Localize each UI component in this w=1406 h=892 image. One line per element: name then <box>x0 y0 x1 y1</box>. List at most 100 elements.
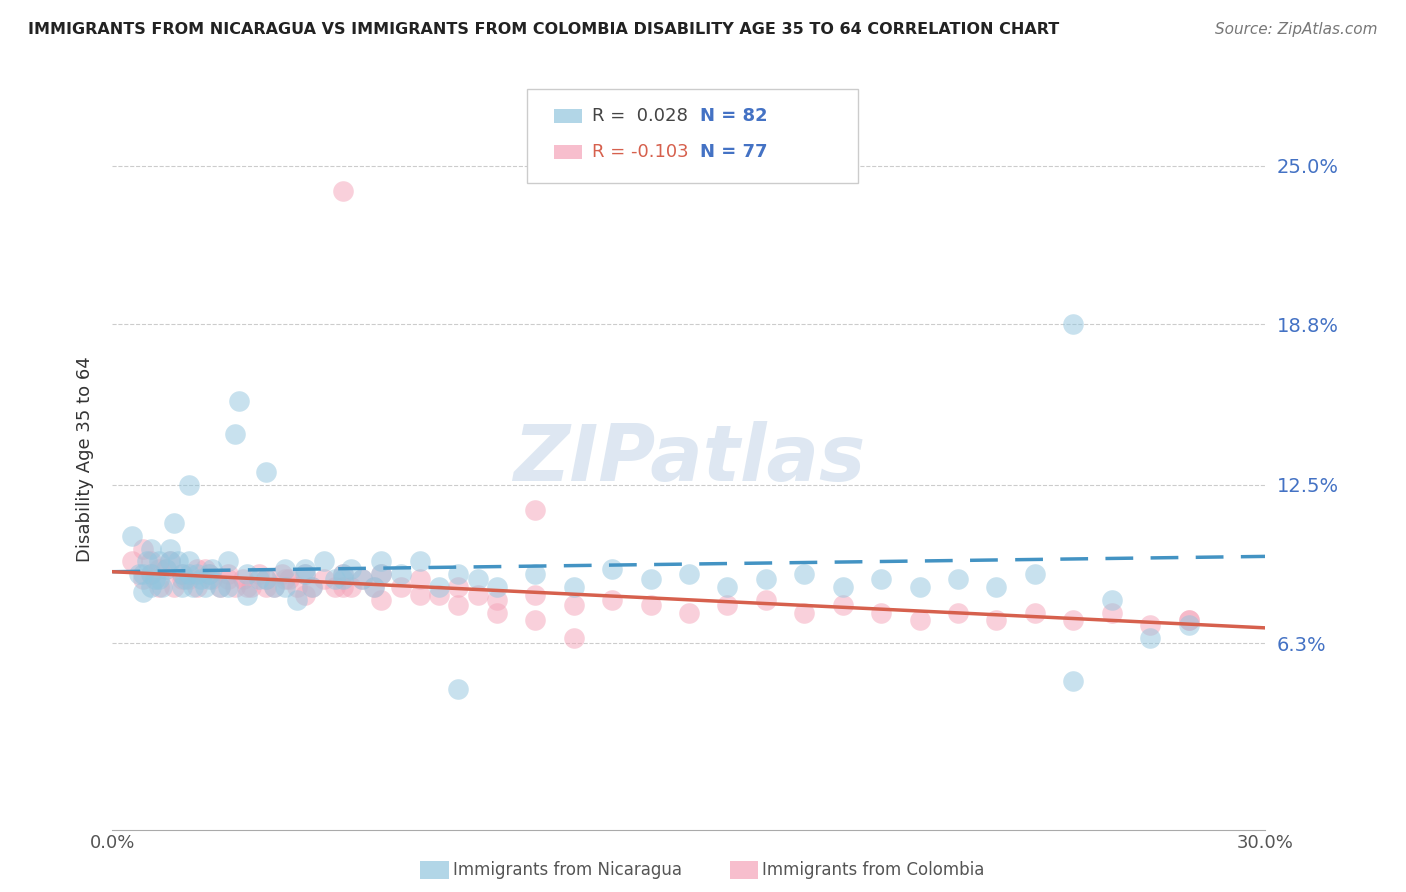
Point <box>312 573 335 587</box>
Point <box>447 567 470 582</box>
Point <box>274 573 297 587</box>
Text: R =  0.028: R = 0.028 <box>592 107 688 125</box>
Point <box>447 598 470 612</box>
Point <box>755 573 778 587</box>
Point <box>247 573 270 587</box>
Point <box>562 580 585 594</box>
Point <box>332 567 354 582</box>
Point <box>148 580 170 594</box>
Point <box>325 580 347 594</box>
Point <box>179 554 201 568</box>
Point <box>678 567 700 582</box>
Point <box>166 554 188 568</box>
Point <box>1139 631 1161 645</box>
Text: Immigrants from Nicaragua: Immigrants from Nicaragua <box>453 861 682 879</box>
Point <box>217 573 239 587</box>
Point <box>447 682 470 697</box>
Point <box>467 588 489 602</box>
Point <box>427 588 450 602</box>
Point <box>247 567 270 582</box>
Point <box>1139 618 1161 632</box>
Point <box>294 562 316 576</box>
Point <box>186 580 208 594</box>
Point <box>716 580 738 594</box>
Point <box>121 554 143 568</box>
Point <box>270 567 292 582</box>
Point <box>152 580 174 594</box>
Point <box>1024 606 1046 620</box>
Point <box>217 567 239 582</box>
Point <box>640 598 662 612</box>
Point <box>370 567 392 582</box>
Point <box>121 529 143 543</box>
Point <box>332 184 354 198</box>
Point <box>186 567 208 582</box>
Point <box>159 554 181 568</box>
Text: ZIPatlas: ZIPatlas <box>513 421 865 498</box>
Point <box>194 562 217 576</box>
Point <box>562 631 585 645</box>
Point <box>139 554 162 568</box>
Point <box>339 562 361 576</box>
Point <box>148 554 170 568</box>
Point <box>1177 613 1199 627</box>
Point <box>332 580 354 594</box>
Point <box>363 580 385 594</box>
Point <box>136 554 159 568</box>
Point <box>278 573 301 587</box>
Point <box>1177 618 1199 632</box>
Point <box>352 573 374 587</box>
Point <box>339 580 361 594</box>
Point <box>389 567 412 582</box>
Point <box>217 580 239 594</box>
Point <box>170 573 193 587</box>
Point <box>485 606 508 620</box>
Point <box>294 588 316 602</box>
Point <box>908 580 931 594</box>
Point <box>254 580 277 594</box>
Point <box>294 567 316 582</box>
Point <box>254 465 277 479</box>
Point <box>1024 567 1046 582</box>
Point <box>201 562 224 576</box>
Point <box>239 580 262 594</box>
Point <box>389 580 412 594</box>
Point <box>139 580 162 594</box>
Point <box>194 580 217 594</box>
Point <box>179 573 201 587</box>
Point <box>128 567 150 582</box>
Point <box>325 573 347 587</box>
Point <box>793 567 815 582</box>
Point <box>352 573 374 587</box>
Text: Source: ZipAtlas.com: Source: ZipAtlas.com <box>1215 22 1378 37</box>
Point <box>370 592 392 607</box>
Point <box>986 613 1008 627</box>
Point <box>155 562 177 576</box>
Point <box>301 580 323 594</box>
Text: Immigrants from Colombia: Immigrants from Colombia <box>762 861 984 879</box>
Point <box>409 588 432 602</box>
Point <box>285 580 308 594</box>
Point <box>197 573 219 587</box>
Point <box>524 613 547 627</box>
Point <box>294 567 316 582</box>
Point <box>217 554 239 568</box>
Point <box>236 580 259 594</box>
Point <box>986 580 1008 594</box>
Point <box>159 554 181 568</box>
Text: IMMIGRANTS FROM NICARAGUA VS IMMIGRANTS FROM COLOMBIA DISABILITY AGE 35 TO 64 CO: IMMIGRANTS FROM NICARAGUA VS IMMIGRANTS … <box>28 22 1059 37</box>
Point <box>181 580 204 594</box>
Point <box>254 573 277 587</box>
Point <box>209 580 232 594</box>
Point <box>363 580 385 594</box>
Point <box>254 573 277 587</box>
Point <box>946 573 969 587</box>
Text: N = 77: N = 77 <box>700 143 768 161</box>
Point <box>170 567 193 582</box>
Point <box>409 554 432 568</box>
Point <box>139 541 162 556</box>
Point <box>236 567 259 582</box>
Point <box>332 567 354 582</box>
Point <box>524 503 547 517</box>
Point <box>163 516 186 531</box>
